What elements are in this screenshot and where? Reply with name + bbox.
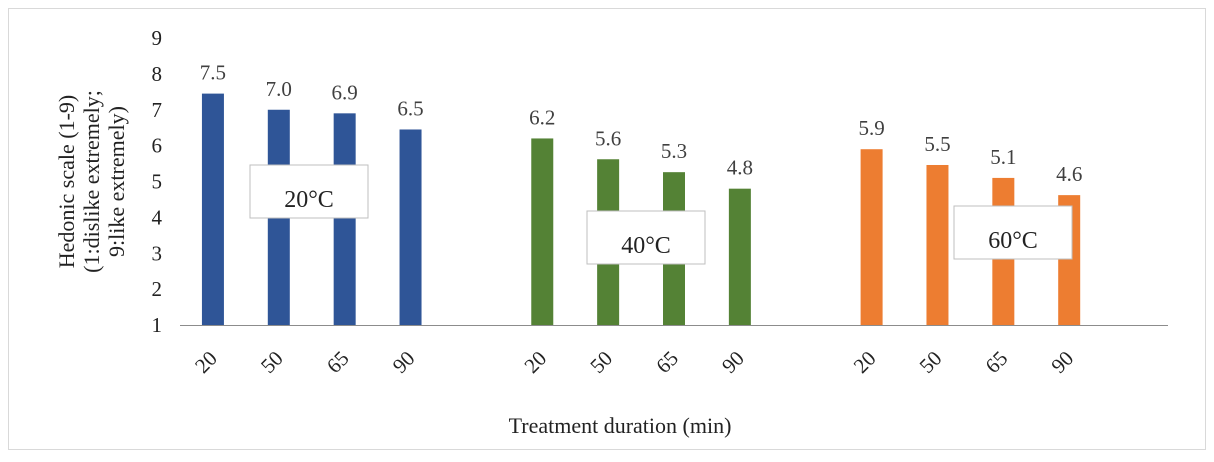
bar-value-label: 5.1 bbox=[990, 145, 1016, 169]
y-tick-label: 4 bbox=[152, 205, 163, 229]
data-labels: 7.5 7.0 6.9 6.5 6.2 5.6 5.3 4.8 5.9 5.5 5.1 4.6 bbox=[200, 61, 1083, 187]
bar-value-label: 4.6 bbox=[1056, 162, 1082, 186]
y-axis-title-line: 9:like extremely) bbox=[104, 106, 129, 257]
y-axis-title-line: Hedonic scale (1-9) bbox=[54, 95, 79, 268]
bar-value-label: 5.3 bbox=[661, 139, 687, 163]
y-tick-label: 8 bbox=[152, 62, 163, 86]
group-label-text: 40°C bbox=[621, 233, 671, 259]
y-tick-label: 9 bbox=[152, 26, 163, 50]
bar bbox=[531, 138, 554, 325]
bar-value-label: 7.0 bbox=[266, 77, 292, 101]
bar-value-label: 5.5 bbox=[924, 132, 950, 156]
y-axis-title: Hedonic scale (1-9) (1:dislike extremely;… bbox=[54, 90, 129, 273]
y-tick-label: 1 bbox=[152, 313, 163, 337]
group-label-box bbox=[249, 164, 369, 219]
x-axis-title: Treatment duration (min) bbox=[509, 413, 732, 438]
bar bbox=[860, 149, 883, 325]
group-label-text: 60°C bbox=[988, 228, 1038, 254]
group-label: 60°C bbox=[953, 205, 1073, 260]
bar bbox=[728, 188, 751, 325]
y-axis-ticks: 1 2 3 4 5 6 7 8 9 bbox=[152, 26, 163, 337]
bar bbox=[201, 93, 224, 325]
y-tick-label: 6 bbox=[152, 134, 163, 158]
group-label-box bbox=[953, 205, 1073, 260]
bar-value-label: 6.2 bbox=[529, 105, 555, 129]
group-label-text: 20°C bbox=[284, 187, 334, 213]
y-tick-label: 7 bbox=[152, 98, 163, 122]
bar-value-label: 4.8 bbox=[727, 156, 753, 180]
bar bbox=[399, 129, 422, 325]
bar-value-label: 6.9 bbox=[332, 80, 358, 104]
bar-value-label: 5.6 bbox=[595, 126, 621, 150]
group-label: 40°C bbox=[586, 210, 706, 265]
y-tick-label: 3 bbox=[152, 241, 163, 265]
bar-value-label: 7.5 bbox=[200, 61, 226, 85]
y-tick-label: 2 bbox=[152, 277, 163, 301]
bar-value-label: 5.9 bbox=[858, 116, 884, 140]
bar-value-label: 6.5 bbox=[397, 96, 423, 120]
bar bbox=[926, 164, 949, 325]
group-label: 20°C bbox=[249, 164, 369, 219]
bar bbox=[333, 113, 356, 326]
group-labels: 20°C 40°C 60°C bbox=[249, 164, 1073, 265]
group-label-box bbox=[586, 210, 706, 265]
y-axis-title-line: (1:dislike extremely; bbox=[79, 90, 104, 273]
y-tick-label: 5 bbox=[152, 170, 163, 194]
